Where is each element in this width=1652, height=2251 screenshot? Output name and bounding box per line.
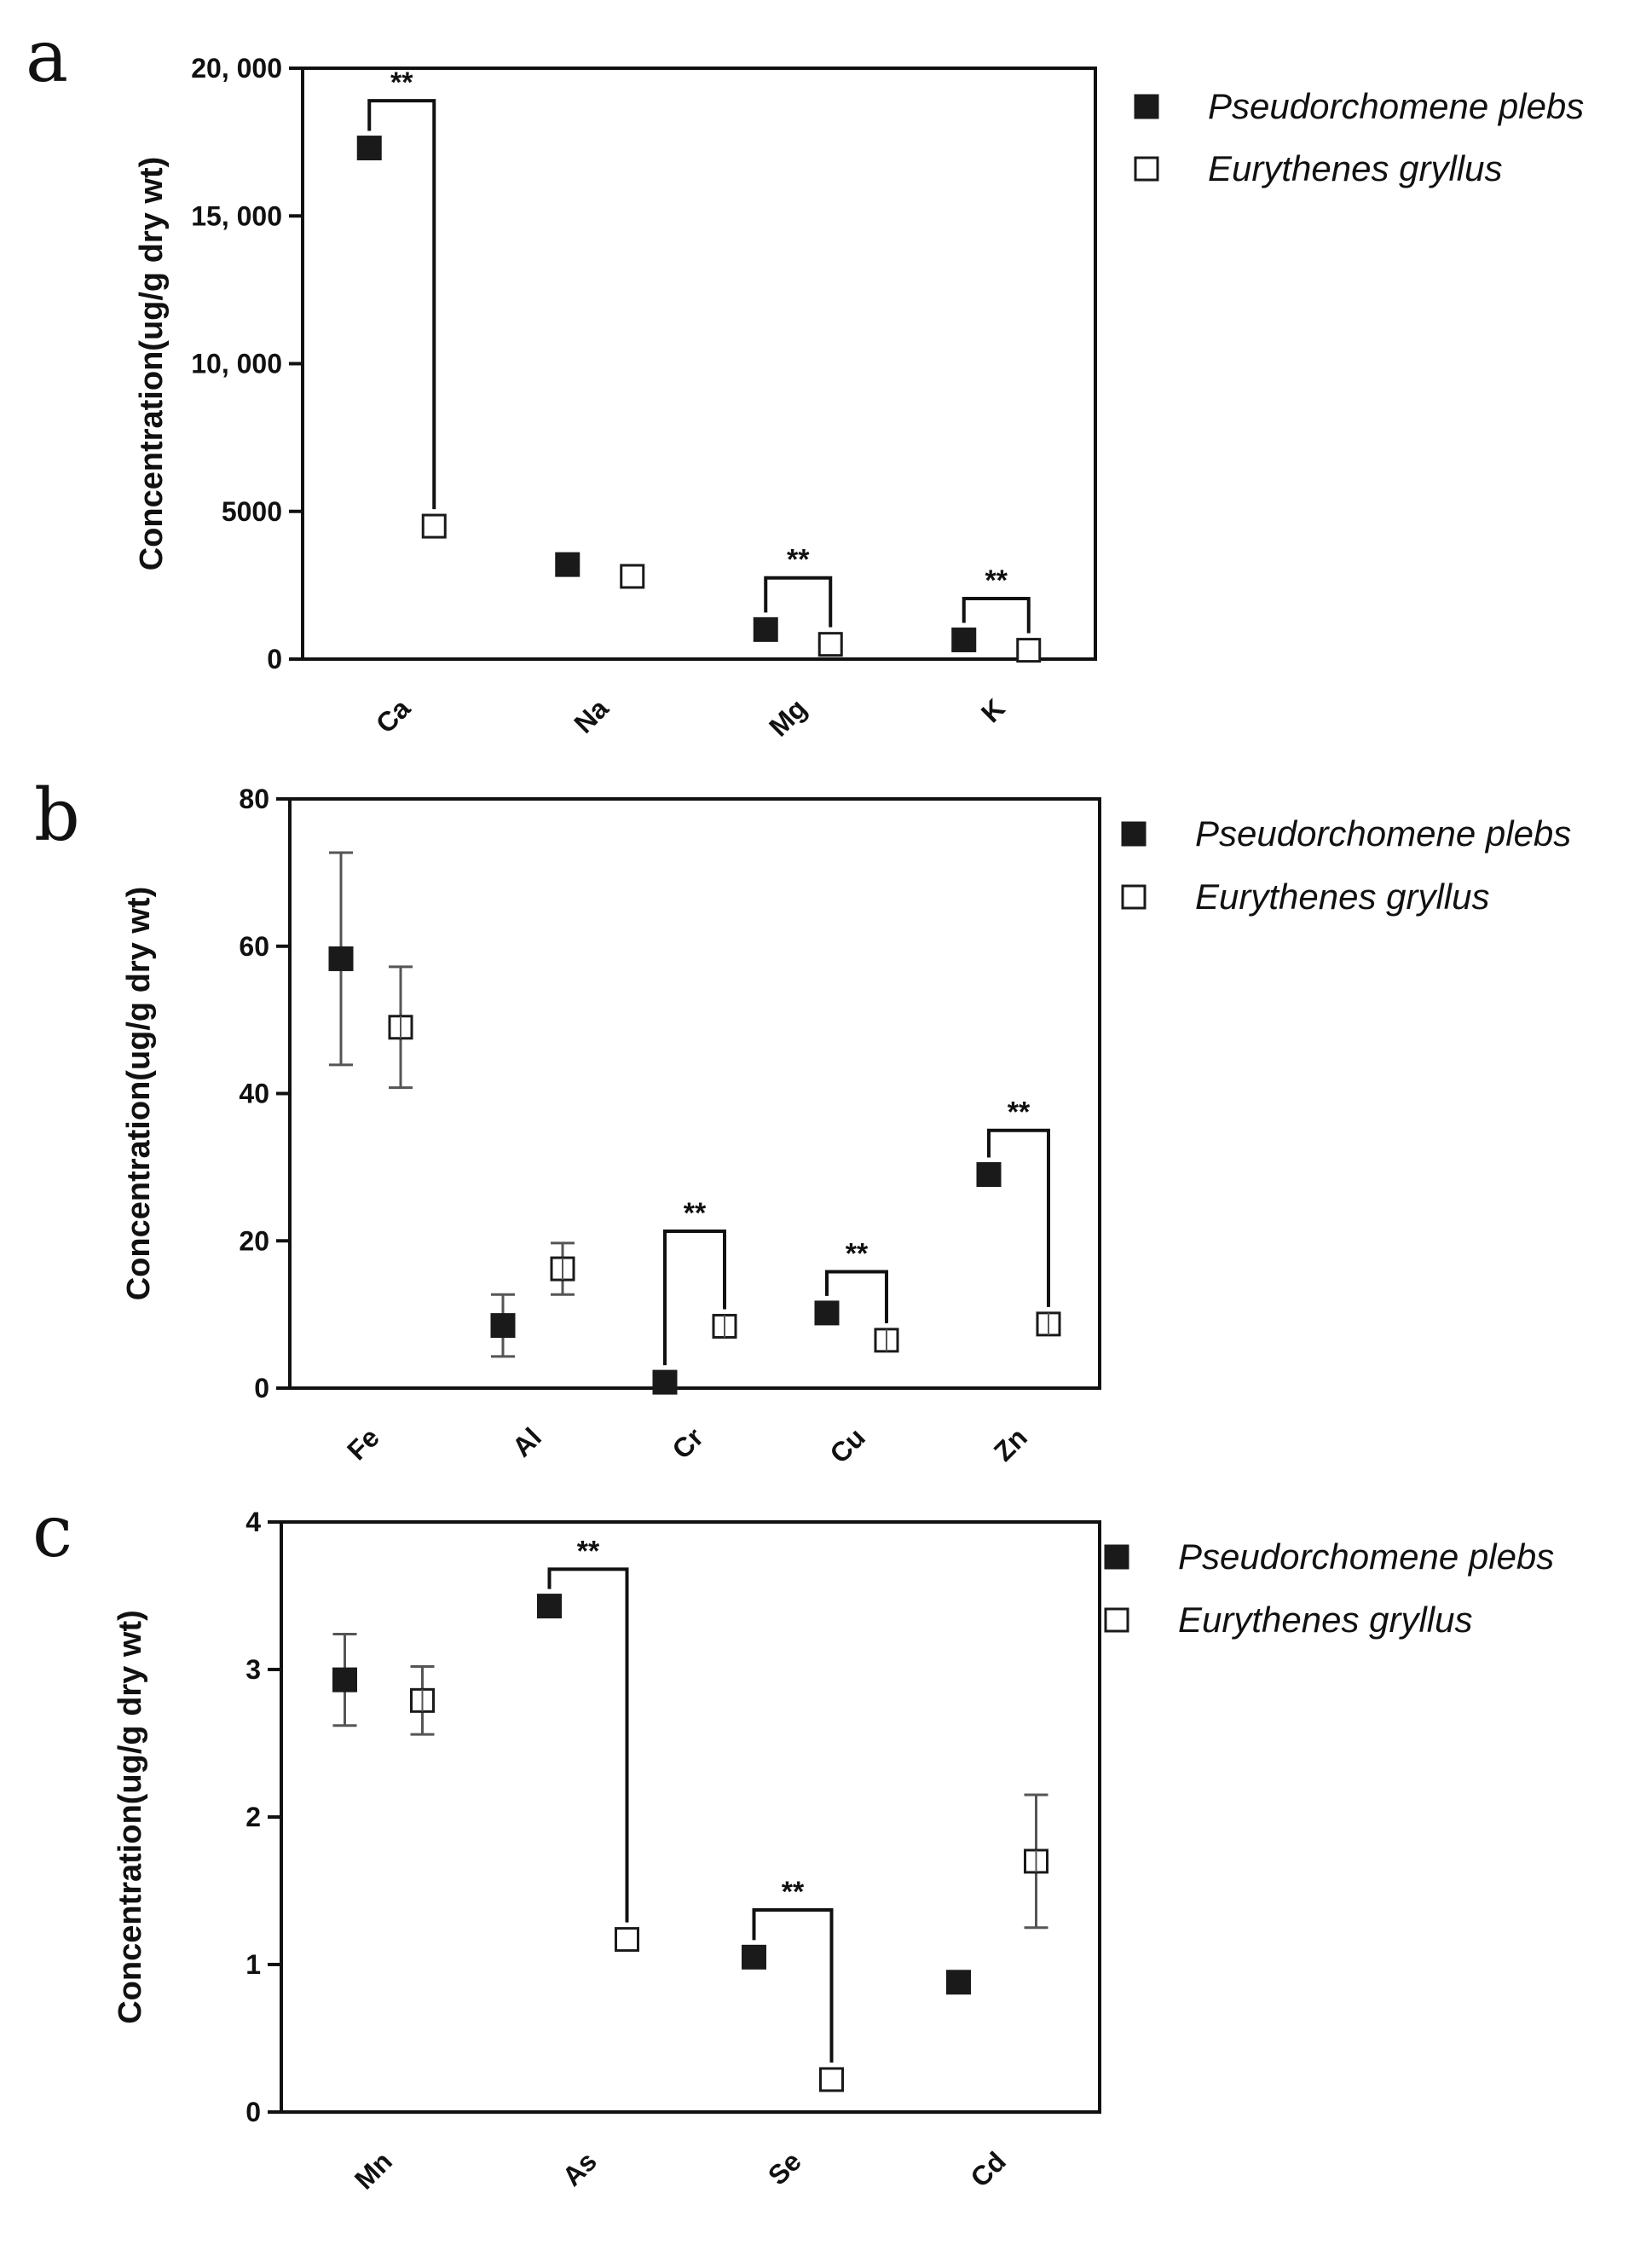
significance-label: ** bbox=[684, 1197, 707, 1230]
x-tick-label: Fe bbox=[341, 1421, 385, 1466]
x-tick-label: Mg bbox=[763, 692, 812, 742]
x-tick-label: Ca bbox=[370, 692, 417, 739]
panel-letter: a bbox=[26, 14, 68, 98]
chart-panel-a: a 0 5000 10, 000 15, 000 20, 000 Concentration… bbox=[26, 14, 1584, 743]
data-point-pseudorchomene bbox=[753, 616, 778, 642]
significance-bracket bbox=[663, 1230, 726, 1366]
plot-frame bbox=[288, 797, 1101, 1390]
chart-panel-c: c 0 1 2 3 4 Concentration(ug/g dry wt) Pseudorc… bbox=[32, 1490, 1554, 2196]
y-tick-label: 20, 000 bbox=[191, 53, 282, 84]
significance-bracket bbox=[367, 99, 436, 510]
significance-label: ** bbox=[1008, 1097, 1031, 1129]
significance-label: ** bbox=[846, 1238, 869, 1270]
significance-bracket bbox=[987, 1128, 1050, 1307]
data-point-pseudorchomene bbox=[814, 1300, 840, 1326]
y-tick-label: 40 bbox=[239, 1079, 269, 1109]
data-point-eurythenes bbox=[421, 513, 447, 539]
data-point-pseudorchomene bbox=[490, 1313, 516, 1339]
y-tick-label: 2 bbox=[245, 1802, 261, 1832]
x-tick-label: Se bbox=[762, 2145, 807, 2190]
y-tick-label: 0 bbox=[254, 1373, 269, 1403]
legend-label: Pseudorchomene plebs bbox=[1208, 86, 1584, 126]
y-tick-label: 10, 000 bbox=[191, 349, 282, 379]
x-tick-label: Mn bbox=[349, 2145, 398, 2195]
legend-label: Eurythenes gryllus bbox=[1208, 148, 1503, 188]
x-tick-label: As bbox=[557, 2145, 603, 2191]
legend-label: Eurythenes gryllus bbox=[1178, 1600, 1473, 1640]
data-point-pseudorchomene bbox=[537, 1594, 562, 1619]
legend-marker-open bbox=[1134, 156, 1159, 182]
y-tick-label: 4 bbox=[245, 1507, 261, 1537]
legend-label: Pseudorchomene plebs bbox=[1195, 813, 1571, 854]
legend-label: Eurythenes gryllus bbox=[1195, 877, 1490, 917]
panel-letter: b bbox=[34, 773, 80, 857]
data-point-pseudorchomene bbox=[332, 1667, 357, 1693]
plot-frame bbox=[301, 67, 1097, 661]
significance-label: ** bbox=[782, 1876, 805, 1908]
significance-label: ** bbox=[390, 67, 413, 99]
data-point-pseudorchomene bbox=[976, 1162, 1002, 1188]
x-tick-label: Na bbox=[568, 692, 615, 739]
significance-bracket bbox=[764, 576, 833, 628]
legend-marker-filled bbox=[1121, 821, 1147, 847]
significance-bracket bbox=[547, 1567, 629, 1923]
x-tick-label: K bbox=[975, 692, 1011, 728]
y-axis-label: Concentration(ug/g dry wt) bbox=[113, 1610, 148, 2024]
plot-frame bbox=[280, 1520, 1101, 2114]
data-point-pseudorchomene bbox=[946, 1970, 971, 1995]
data-point-pseudorchomene bbox=[652, 1369, 678, 1395]
significance-label: ** bbox=[577, 1535, 600, 1567]
x-tick-label: Zn bbox=[988, 1421, 1033, 1467]
data-point-eurythenes bbox=[1016, 638, 1042, 663]
x-tick-label: Cu bbox=[823, 1421, 871, 1469]
significance-bracket bbox=[752, 1907, 834, 2063]
y-tick-label: 80 bbox=[239, 784, 269, 814]
data-point-pseudorchomene bbox=[742, 1944, 766, 1970]
legend-marker-open bbox=[1104, 1607, 1129, 1633]
y-tick-label: 60 bbox=[239, 931, 269, 962]
data-point-eurythenes bbox=[620, 564, 645, 589]
y-tick-label: 5000 bbox=[222, 496, 282, 527]
y-tick-label: 1 bbox=[245, 1949, 261, 1980]
x-tick-label: Cr bbox=[666, 1421, 709, 1465]
panel-letter: c bbox=[32, 1490, 72, 1573]
significance-label: ** bbox=[985, 564, 1008, 597]
data-point-pseudorchomene bbox=[328, 946, 354, 971]
data-point-eurythenes bbox=[817, 632, 843, 657]
y-tick-label: 15, 000 bbox=[191, 200, 282, 231]
data-point-eurythenes bbox=[819, 2067, 844, 2092]
y-tick-label: 20 bbox=[239, 1225, 269, 1256]
x-tick-label: Al bbox=[506, 1421, 547, 1462]
legend-marker-filled bbox=[1104, 1544, 1129, 1570]
data-point-eurythenes bbox=[615, 1927, 639, 1953]
data-point-pseudorchomene bbox=[951, 627, 977, 652]
significance-label: ** bbox=[787, 544, 810, 576]
y-tick-label: 0 bbox=[245, 2097, 261, 2127]
legend-label: Pseudorchomene plebs bbox=[1178, 1536, 1554, 1577]
significance-bracket bbox=[962, 596, 1031, 634]
legend-marker-open bbox=[1121, 884, 1147, 910]
data-point-pseudorchomene bbox=[555, 552, 581, 577]
y-axis-label: Concentration(ug/g dry wt) bbox=[134, 157, 170, 571]
y-tick-label: 0 bbox=[267, 644, 282, 674]
y-axis-label: Concentration(ug/g dry wt) bbox=[121, 887, 157, 1301]
data-point-pseudorchomene bbox=[356, 136, 382, 161]
significance-bracket bbox=[825, 1270, 888, 1323]
legend-marker-filled bbox=[1134, 94, 1159, 119]
y-tick-label: 3 bbox=[245, 1654, 261, 1685]
x-tick-label: Cd bbox=[964, 2145, 1012, 2193]
chart-panel-b: b 0 20 40 60 80 Concentration(ug/g dry wt) Pseu… bbox=[34, 773, 1571, 1469]
